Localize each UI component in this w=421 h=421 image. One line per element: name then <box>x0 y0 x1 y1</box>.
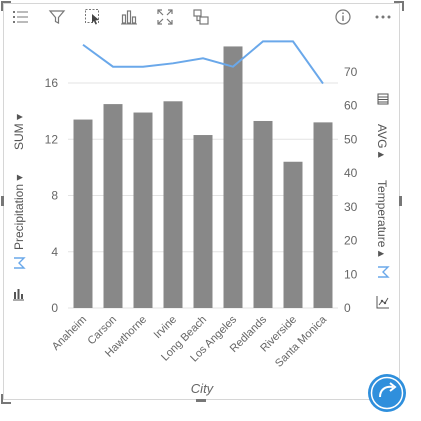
list-icon[interactable] <box>12 8 30 26</box>
bar[interactable] <box>283 161 303 308</box>
right-axis-ticks: 0 10 20 30 40 50 60 70 <box>344 65 358 315</box>
line-series <box>82 40 324 85</box>
right-tick-label: 60 <box>344 99 358 113</box>
left-tick-label: 0 <box>51 301 58 315</box>
left-tick-label: 4 <box>51 245 58 259</box>
bar[interactable] <box>73 119 93 308</box>
bar[interactable] <box>163 101 183 308</box>
line-chart-icon[interactable] <box>376 295 390 309</box>
number-field-icon <box>12 256 26 270</box>
filter-icon[interactable] <box>48 8 66 26</box>
bar-chart-type-icon[interactable] <box>120 8 138 26</box>
x-tick-label: Anaheim <box>50 314 89 353</box>
more-options-icon[interactable] <box>374 8 392 26</box>
bar[interactable] <box>133 112 153 308</box>
flip-card-button[interactable] <box>366 372 408 414</box>
bar[interactable] <box>223 46 243 308</box>
expand-icon[interactable] <box>156 8 174 26</box>
x-axis-title: City <box>191 381 215 396</box>
resize-handle-left[interactable] <box>1 196 4 206</box>
bar[interactable] <box>193 135 213 308</box>
resize-corner-top-right[interactable] <box>394 1 404 11</box>
right-tick-label: 70 <box>344 65 358 79</box>
left-axis-ticks: 0 4 8 12 16 <box>45 76 59 315</box>
right-tick-label: 20 <box>344 234 358 248</box>
left-tick-label: 8 <box>51 189 58 203</box>
bar[interactable] <box>253 120 273 308</box>
right-tick-label: 50 <box>344 132 358 146</box>
visual-type-icon[interactable] <box>192 8 210 26</box>
right-tick-label: 0 <box>344 301 351 315</box>
right-tick-label: 30 <box>344 200 358 214</box>
resize-corner-bottom-left[interactable] <box>1 394 11 404</box>
info-icon[interactable] <box>334 8 352 26</box>
left-tick-label: 12 <box>45 132 59 146</box>
bars <box>73 46 333 308</box>
table-icon[interactable] <box>376 92 390 106</box>
number-field-icon-right <box>376 265 390 279</box>
bar-chart-icon[interactable] <box>12 287 26 301</box>
temperature-line[interactable] <box>82 40 324 85</box>
right-tick-label: 40 <box>344 166 358 180</box>
bar[interactable] <box>103 104 123 308</box>
right-tick-label: 10 <box>344 267 358 281</box>
select-icon[interactable] <box>84 8 102 26</box>
left-tick-label: 16 <box>45 76 59 90</box>
resize-handle-bottom[interactable] <box>196 399 206 402</box>
resize-handle-right[interactable] <box>399 196 402 206</box>
x-tick-label: Irvine <box>152 314 180 342</box>
resize-corner-top-left[interactable] <box>1 1 11 11</box>
bar[interactable] <box>313 122 333 308</box>
